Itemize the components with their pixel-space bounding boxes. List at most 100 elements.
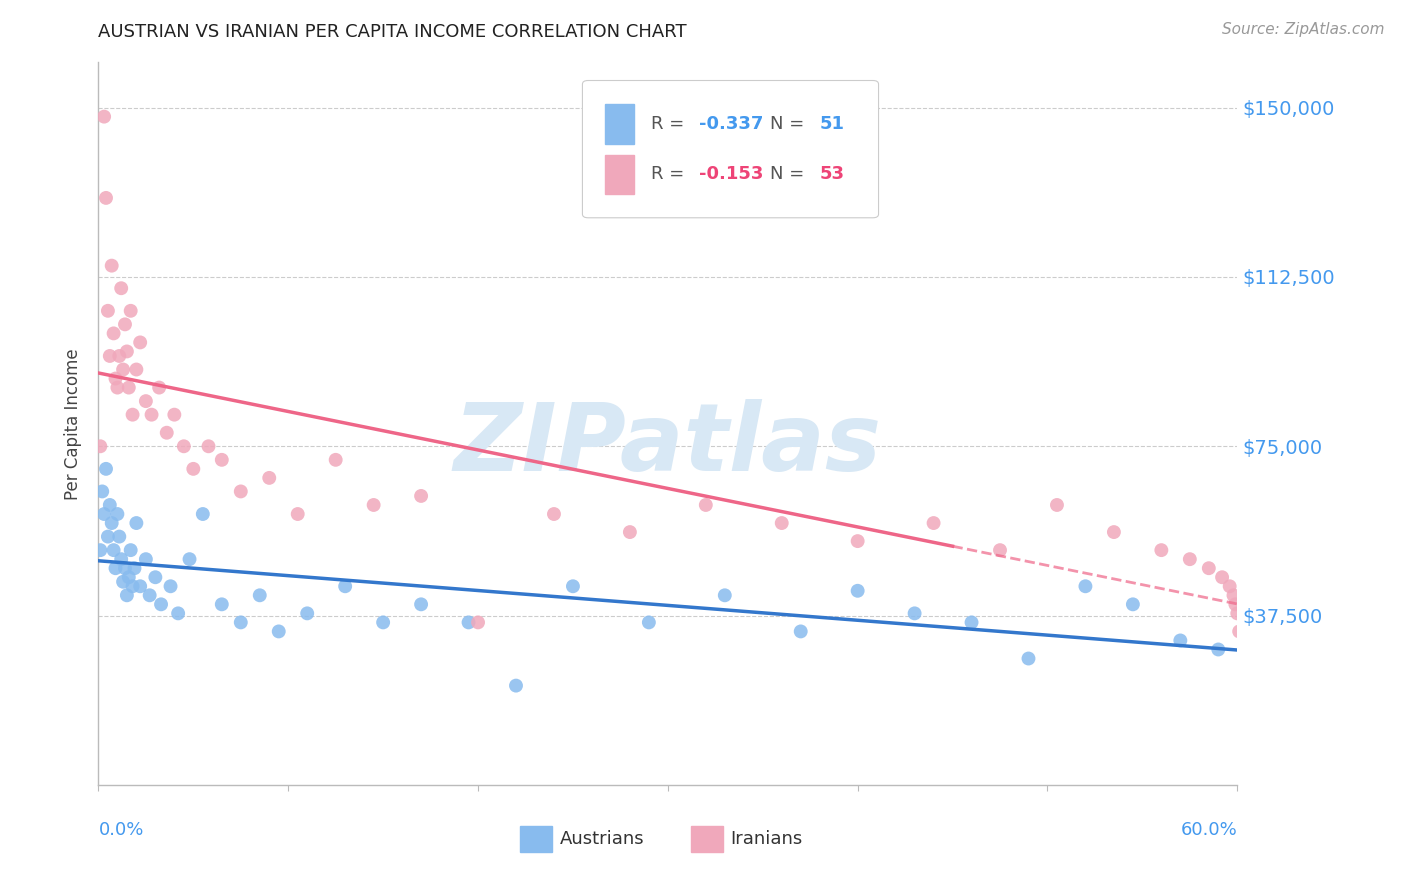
- Point: [107, 507, 129, 521]
- Y-axis label: Per Capita Income: Per Capita Income: [65, 348, 83, 500]
- Point: [129, 579, 152, 593]
- Point: [141, 408, 163, 422]
- Point: [505, 679, 527, 693]
- Point: [100, 516, 122, 530]
- Point: [94, 462, 117, 476]
- Point: [121, 579, 143, 593]
- Point: [98, 349, 121, 363]
- Text: AUSTRIAN VS IRANIAN PER CAPITA INCOME CORRELATION CHART: AUSTRIAN VS IRANIAN PER CAPITA INCOME CO…: [98, 23, 688, 41]
- Point: [118, 380, 141, 394]
- Point: [150, 598, 173, 612]
- Point: [112, 362, 135, 376]
- Point: [1227, 624, 1250, 639]
- FancyBboxPatch shape: [582, 80, 879, 218]
- Point: [267, 624, 290, 639]
- Point: [118, 570, 141, 584]
- Point: [103, 543, 125, 558]
- Point: [1211, 570, 1233, 584]
- Text: Source: ZipAtlas.com: Source: ZipAtlas.com: [1222, 22, 1385, 37]
- Point: [89, 439, 111, 453]
- Point: [94, 191, 117, 205]
- Text: -0.153: -0.153: [699, 165, 763, 184]
- Point: [124, 561, 146, 575]
- Point: [110, 552, 132, 566]
- Point: [125, 362, 148, 376]
- Text: -0.337: -0.337: [699, 115, 763, 133]
- Text: 60.0%: 60.0%: [1181, 821, 1237, 839]
- Point: [114, 318, 136, 332]
- Point: [114, 561, 136, 575]
- Text: 53: 53: [820, 165, 845, 184]
- Point: [1225, 598, 1247, 612]
- Point: [1074, 579, 1097, 593]
- Point: [191, 507, 214, 521]
- Text: R =: R =: [651, 115, 690, 133]
- Point: [411, 598, 433, 612]
- Point: [211, 598, 233, 612]
- Point: [159, 579, 181, 593]
- Point: [1170, 633, 1192, 648]
- Point: [922, 516, 945, 530]
- Point: [120, 543, 142, 558]
- Point: [156, 425, 179, 440]
- Point: [110, 281, 132, 295]
- Point: [457, 615, 479, 630]
- Point: [98, 498, 121, 512]
- Point: [904, 607, 927, 621]
- Bar: [605, 104, 634, 144]
- Point: [846, 534, 869, 549]
- Bar: [690, 826, 723, 852]
- Point: [148, 380, 170, 394]
- Point: [1222, 588, 1244, 602]
- Text: 0.0%: 0.0%: [98, 821, 143, 839]
- Point: [108, 349, 131, 363]
- Point: [173, 439, 195, 453]
- Point: [145, 570, 167, 584]
- Text: N =: N =: [770, 115, 810, 133]
- Point: [115, 344, 138, 359]
- Point: [89, 543, 111, 558]
- Point: [93, 507, 115, 521]
- Point: [103, 326, 125, 341]
- Point: [1219, 579, 1241, 593]
- Point: [695, 498, 717, 512]
- Point: [1150, 543, 1173, 558]
- Point: [104, 371, 127, 385]
- Point: [335, 579, 357, 593]
- Point: [297, 607, 319, 621]
- Point: [135, 394, 157, 409]
- Bar: [520, 826, 551, 852]
- Point: [543, 507, 565, 521]
- Text: ZIPatlas: ZIPatlas: [454, 400, 882, 491]
- Point: [1102, 524, 1125, 539]
- Point: [115, 588, 138, 602]
- Point: [91, 484, 114, 499]
- Point: [259, 471, 281, 485]
- Point: [619, 524, 641, 539]
- Text: Austrians: Austrians: [560, 830, 644, 848]
- Point: [125, 516, 148, 530]
- Point: [1122, 598, 1144, 612]
- Point: [112, 574, 135, 589]
- Point: [138, 588, 160, 602]
- Point: [108, 530, 131, 544]
- Point: [371, 615, 394, 630]
- Point: [790, 624, 813, 639]
- Text: 51: 51: [820, 115, 845, 133]
- Point: [988, 543, 1011, 558]
- Point: [325, 452, 347, 467]
- Point: [714, 588, 737, 602]
- Point: [562, 579, 585, 593]
- Point: [211, 452, 233, 467]
- Point: [411, 489, 433, 503]
- Point: [287, 507, 309, 521]
- Point: [249, 588, 271, 602]
- Point: [1226, 607, 1249, 621]
- Point: [197, 439, 219, 453]
- Point: [183, 462, 205, 476]
- Point: [120, 303, 142, 318]
- Point: [93, 110, 115, 124]
- Point: [363, 498, 385, 512]
- Text: R =: R =: [651, 165, 690, 184]
- Point: [846, 583, 869, 598]
